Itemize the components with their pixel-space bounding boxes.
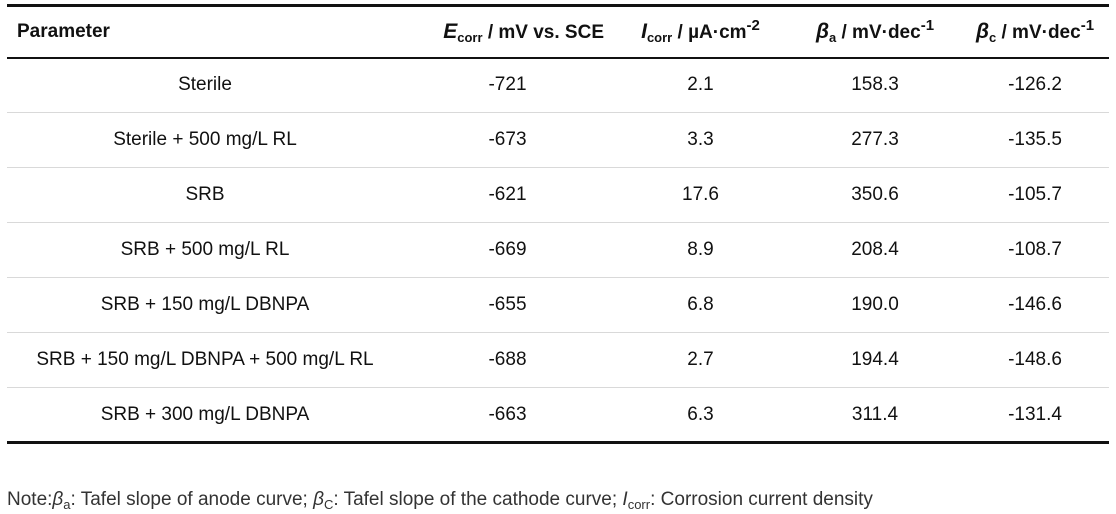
note-beta-a-sub: a (63, 497, 71, 512)
cell-parameter: Sterile + 500 mg/L RL (113, 129, 297, 150)
cell-parameter: Sterile (178, 74, 232, 96)
note-icorr-sub: corr (627, 497, 651, 512)
cell-beta-a: 194.4 (851, 349, 899, 370)
header-ecorr-unit: / mV vs. SCE (482, 21, 604, 43)
header-beta-a: βa / mV·dec-1 (789, 6, 961, 58)
cell-parameter: SRB + 500 mg/L RL (120, 239, 290, 260)
cell-ecorr: -663 (488, 403, 527, 425)
cell-beta-c: -148.6 (1008, 349, 1062, 370)
cell-icorr: 3.3 (687, 129, 714, 150)
header-beta-c-symbol: β (975, 19, 989, 43)
header-beta-a-sub: a (828, 29, 837, 45)
cell-ecorr: -621 (488, 184, 527, 205)
table-row: SRB + 300 mg/L DBNPA -663 6.3 311.4 -131… (7, 388, 1109, 443)
cell-beta-c: -126.2 (1008, 74, 1062, 96)
header-icorr-sub: corr (646, 29, 673, 45)
note-beta-c-text: : Tafel slope of the cathode curve; (333, 489, 623, 510)
header-icorr: Icorr / µA·cm-2 (612, 6, 789, 58)
cell-beta-a: 208.4 (851, 239, 899, 260)
cell-icorr: 8.9 (687, 239, 714, 260)
cell-ecorr: -655 (488, 294, 527, 315)
cell-beta-a: 350.6 (851, 184, 899, 205)
cell-beta-c: -135.5 (1008, 129, 1062, 150)
cell-icorr: 2.7 (687, 349, 714, 370)
cell-beta-c: -108.7 (1008, 239, 1062, 260)
cell-icorr: 2.1 (687, 74, 714, 96)
cell-icorr: 6.3 (687, 403, 714, 425)
header-ecorr-symbol: E (443, 19, 458, 43)
table-row: SRB + 150 mg/L DBNPA -655 6.8 190.0 -146… (7, 278, 1109, 333)
cell-parameter: SRB + 150 mg/L DBNPA + 500 mg/L RL (36, 349, 374, 370)
cell-beta-a: 277.3 (851, 129, 899, 150)
header-icorr-sup: -2 (746, 16, 760, 34)
note-beta-c-sub: C (323, 497, 334, 512)
cell-parameter: SRB + 300 mg/L DBNPA (100, 403, 310, 425)
header-icorr-symbol: I (641, 19, 647, 43)
cell-parameter: SRB + 150 mg/L DBNPA (100, 294, 310, 315)
header-beta-c-sup: -1 (1080, 16, 1095, 34)
header-icorr-unit: / µA·cm (672, 21, 747, 43)
table-row: Sterile + 500 mg/L RL -673 3.3 277.3 -13… (7, 113, 1109, 168)
header-beta-c-sub: c (988, 29, 997, 45)
note-icorr-text: : Corrosion current density (650, 489, 873, 510)
cell-beta-a: 190.0 (851, 294, 899, 315)
cell-beta-a: 158.3 (851, 74, 899, 96)
cell-parameter: SRB (185, 184, 225, 205)
cell-beta-c: -105.7 (1008, 184, 1062, 205)
table-row: SRB + 500 mg/L RL -669 8.9 208.4 -108.7 (7, 223, 1109, 278)
tafel-parameters-table: Parameter Ecorr / mV vs. SCE Icorr / µA·… (7, 4, 1109, 444)
table-row: Sterile -721 2.1 158.3 -126.2 (7, 58, 1109, 113)
note-icorr-symbol: I (622, 489, 628, 510)
note-beta-c-symbol: β (313, 489, 324, 510)
cell-icorr: 6.8 (687, 294, 714, 315)
note-prefix: Note: (7, 489, 53, 510)
header-beta-a-sup: -1 (920, 16, 935, 34)
cell-beta-c: -146.6 (1008, 294, 1062, 315)
cell-beta-c: -131.4 (1008, 403, 1062, 425)
cell-ecorr: -673 (488, 129, 527, 150)
note-beta-a-text: : Tafel slope of anode curve; (70, 489, 314, 510)
header-ecorr-sub: corr (457, 29, 483, 45)
cell-beta-a: 311.4 (851, 403, 899, 425)
header-beta-c: βc / mV·dec-1 (961, 6, 1109, 58)
header-beta-a-symbol: β (815, 19, 829, 43)
cell-ecorr: -721 (488, 74, 527, 96)
tafel-parameters-table-wrapper: Parameter Ecorr / mV vs. SCE Icorr / µA·… (7, 4, 1109, 444)
header-parameter: Parameter (17, 20, 110, 42)
cell-ecorr: -688 (488, 349, 527, 370)
note-beta-a-symbol: β (52, 489, 64, 510)
cell-ecorr: -669 (488, 239, 527, 260)
header-beta-c-unit: / mV·dec (996, 21, 1081, 43)
cell-icorr: 17.6 (682, 184, 719, 205)
table-footnote: Note:βa: Tafel slope of anode curve; βC:… (7, 489, 873, 511)
table-row: SRB + 150 mg/L DBNPA + 500 mg/L RL -688 … (7, 333, 1109, 388)
header-beta-a-unit: / mV·dec (836, 21, 921, 43)
table-header-row: Parameter Ecorr / mV vs. SCE Icorr / µA·… (7, 6, 1109, 58)
header-ecorr: Ecorr / mV vs. SCE (403, 6, 612, 58)
table-row: SRB -621 17.6 350.6 -105.7 (7, 168, 1109, 223)
